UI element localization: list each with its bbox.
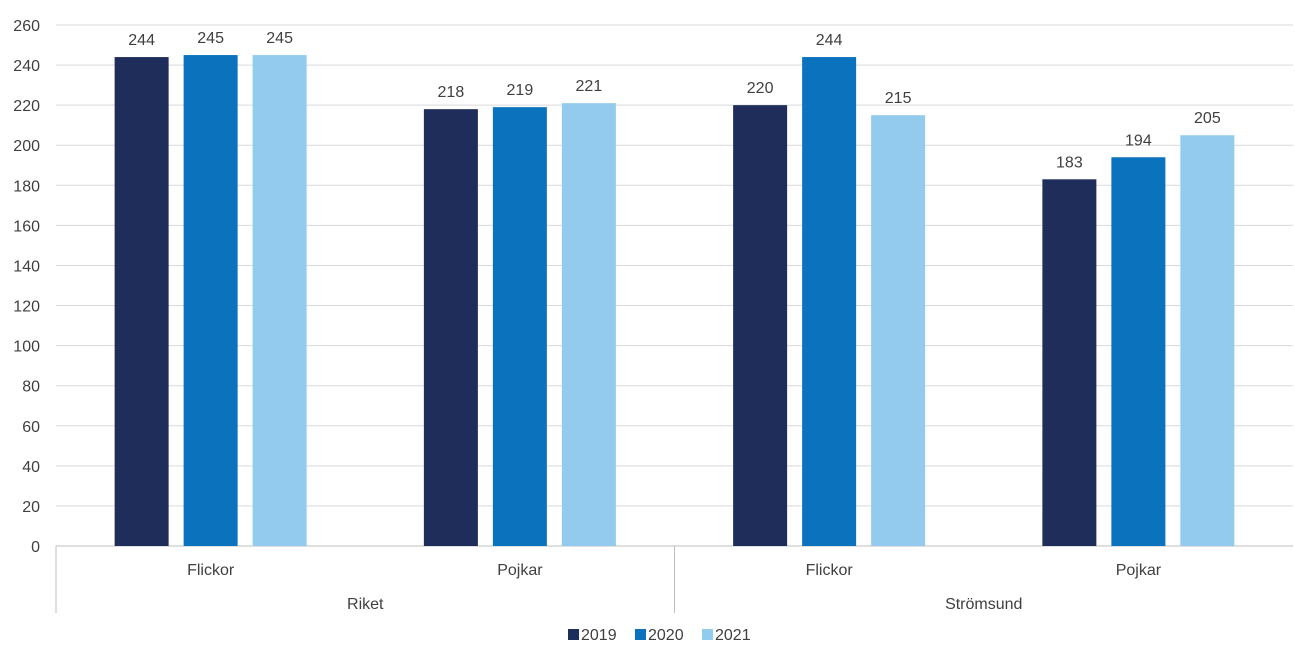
- category-label: Flickor: [806, 562, 854, 579]
- bar: [1111, 157, 1166, 546]
- group-label: Strömsund: [945, 596, 1022, 613]
- data-label: 194: [1125, 132, 1152, 149]
- data-label: 221: [576, 78, 603, 95]
- legend-swatch: [635, 629, 646, 640]
- y-tick-label: 160: [13, 218, 40, 235]
- y-tick-label: 120: [13, 299, 40, 316]
- bar: [733, 105, 788, 547]
- category-label: Flickor: [187, 562, 235, 579]
- data-label: 205: [1194, 110, 1221, 127]
- y-tick-label: 140: [13, 258, 40, 275]
- data-label: 218: [438, 84, 465, 101]
- bar: [423, 109, 478, 547]
- legend: 2019 2020 2021: [568, 627, 751, 644]
- category-label: Pojkar: [497, 562, 543, 579]
- y-tick-label: 260: [13, 18, 40, 35]
- bar: [561, 103, 616, 547]
- legend-label: 2021: [715, 627, 751, 644]
- data-label: 219: [507, 82, 534, 99]
- data-label: 245: [197, 30, 224, 47]
- category-label: Pojkar: [1116, 562, 1162, 579]
- bar: [1180, 135, 1235, 546]
- bar: [252, 55, 307, 547]
- y-tick-label: 220: [13, 98, 40, 115]
- data-label: 183: [1056, 154, 1083, 171]
- bar: [114, 57, 169, 547]
- gridlines: [56, 24, 1293, 547]
- bar: [871, 115, 926, 546]
- x-axis: Flickor Pojkar Flickor Pojkar Riket Strömsund: [55, 546, 1162, 613]
- bar: [1042, 179, 1097, 547]
- data-label: 244: [816, 32, 843, 49]
- bar: [492, 107, 547, 547]
- data-label: 215: [885, 90, 912, 107]
- legend-label: 2020: [648, 627, 684, 644]
- y-tick-label: 40: [22, 459, 40, 476]
- bar: [802, 57, 857, 547]
- data-label: 245: [266, 30, 293, 47]
- y-tick-label: 80: [22, 379, 40, 396]
- bar: [183, 55, 238, 547]
- y-tick-label: 180: [13, 178, 40, 195]
- group-label: Riket: [347, 596, 384, 613]
- y-tick-label: 100: [13, 339, 40, 356]
- y-tick-label: 60: [22, 419, 40, 436]
- legend-swatch: [702, 629, 713, 640]
- data-labels: 244 245 245 218 219 221 220 244 215 183 194 205: [128, 30, 1221, 171]
- legend-swatch: [568, 629, 579, 640]
- bars: [114, 55, 1235, 547]
- y-tick-label: 240: [13, 58, 40, 75]
- data-label: 220: [747, 80, 774, 97]
- y-tick-label: 0: [31, 539, 40, 556]
- y-tick-label: 20: [22, 499, 40, 516]
- data-label: 244: [128, 32, 155, 49]
- y-axis: 0 20 40 60 80 100 120 140 160 180 200 220 240 260: [13, 18, 40, 556]
- y-tick-label: 200: [13, 138, 40, 155]
- legend-label: 2019: [581, 627, 617, 644]
